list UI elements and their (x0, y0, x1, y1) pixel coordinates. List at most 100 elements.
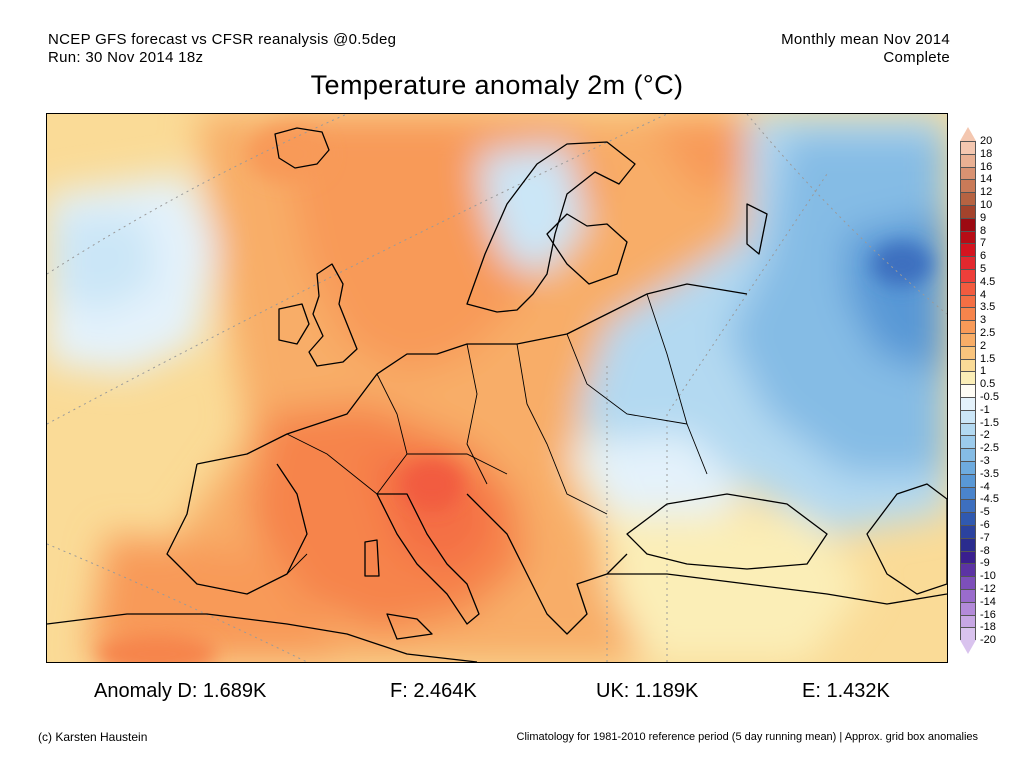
colorbar-label: 1 (980, 365, 987, 378)
colorbar-cell (960, 179, 976, 193)
colorbar-cell (960, 397, 976, 410)
colorbar-cell (960, 320, 976, 333)
colorbar-label: 2 (980, 339, 987, 352)
colorbar-cell (960, 217, 976, 231)
colorbar-label: 4 (980, 288, 987, 301)
colorbar-cell (960, 141, 976, 154)
colorbar-label: -3.5 (980, 467, 999, 480)
colorbar-cell (960, 333, 976, 346)
colorbar-cell (960, 473, 976, 487)
colorbar-label: 16 (980, 160, 993, 173)
colorbar: 20 18 16 14 12 10 9 8 7 6 5 4.5 4 3.5 3 2.5 2 1.5 1 0.5 -0.5… (958, 127, 1024, 655)
period-info: Monthly mean Nov 2014 (781, 31, 950, 48)
colorbar-cells (960, 141, 976, 641)
colorbar-label: -16 (980, 608, 996, 621)
colorbar-cell (960, 294, 976, 308)
colorbar-label: -10 (980, 570, 996, 583)
colorbar-label: 3 (980, 314, 987, 327)
colorbar-cell (960, 486, 976, 500)
colorbar-cell (960, 345, 976, 359)
colorbar-bottom-triangle (960, 640, 976, 655)
colorbar-label: 0.5 (980, 378, 996, 391)
colorbar-cell (960, 601, 976, 615)
colorbar-cell (960, 461, 976, 474)
anomaly-map (46, 113, 948, 663)
colorbar-label: 18 (980, 147, 993, 160)
completeness-info: Complete (883, 49, 950, 66)
colorbar-cell (960, 512, 976, 525)
map-title: Temperature anomaly 2m (°C) (310, 70, 684, 100)
colorbar-label: -7 (980, 531, 990, 544)
colorbar-cell (960, 435, 976, 449)
coastlines (47, 127, 947, 662)
colorbar-cell (960, 422, 976, 436)
colorbar-top-triangle (960, 127, 976, 141)
colorbar-label: 8 (980, 224, 987, 237)
colorbar-cell (960, 307, 976, 321)
colorbar-cell (960, 358, 976, 372)
colorbar-label: -3 (980, 455, 990, 467)
colorbar-label: 2.5 (980, 327, 996, 339)
colorbar-cell (960, 537, 976, 551)
colorbar-label: -1.5 (980, 416, 999, 429)
colorbar-label: -9 (980, 557, 990, 570)
colorbar-label: 9 (980, 211, 987, 224)
colorbar-label: -6 (980, 519, 990, 531)
colorbar-cell (960, 153, 976, 167)
colorbar-cell (960, 576, 976, 589)
colorbar-cell (960, 205, 976, 218)
colorbar-cell (960, 230, 976, 244)
graticule (47, 114, 947, 662)
header-left: NCEP GFS forecast vs CFSR reanalysis @0.… (48, 31, 396, 67)
stat-uk: UK: 1.189K (596, 680, 699, 702)
colorbar-cell (960, 384, 976, 397)
colorbar-cell (960, 525, 976, 538)
colorbar-label: 20 (980, 135, 993, 147)
colorbar-label: -1 (980, 403, 990, 416)
colorbar-label: -8 (980, 544, 990, 557)
colorbar-label: -0.5 (980, 391, 999, 403)
run-info: Run: 30 Nov 2014 18z (48, 49, 204, 66)
colorbar-label: -14 (980, 595, 996, 608)
anomaly-field (47, 114, 947, 662)
colorbar-label: 14 (980, 173, 993, 186)
country-borders (286, 293, 708, 575)
copyright: (c) Karsten Haustein (38, 730, 148, 744)
colorbar-cell (960, 589, 976, 602)
stat-france: F: 2.464K (390, 680, 477, 702)
colorbar-cell (960, 499, 976, 513)
colorbar-label: 5 (980, 263, 987, 275)
colorbar-cell (960, 166, 976, 180)
colorbar-cell (960, 409, 976, 423)
colorbar-cell (960, 614, 976, 628)
anomaly-stats: Anomaly D: 1.689K F: 2.464K UK: 1.189K E… (0, 680, 1024, 706)
colorbar-label: -20 (980, 634, 996, 647)
colorbar-label: -2 (980, 429, 990, 442)
colorbar-label: 6 (980, 250, 987, 263)
colorbar-cell (960, 563, 976, 577)
stat-anomaly-germany: Anomaly D: 1.689K (94, 680, 267, 702)
colorbar-cell (960, 448, 976, 461)
colorbar-cell (960, 256, 976, 269)
colorbar-cell (960, 371, 976, 385)
colorbar-cell (960, 281, 976, 295)
colorbar-label: 10 (980, 199, 993, 211)
model-info: NCEP GFS forecast vs CFSR reanalysis @0.… (48, 31, 397, 48)
colorbar-label: -4 (980, 480, 990, 493)
colorbar-label: -12 (980, 583, 996, 595)
colorbar-label: 7 (980, 237, 987, 250)
colorbar-cell (960, 269, 976, 282)
anomaly-detail (97, 126, 932, 662)
stat-spain: E: 1.432K (802, 680, 890, 702)
colorbar-label: -18 (980, 621, 996, 634)
colorbar-label: 1.5 (980, 352, 996, 365)
climatology-note: Climatology for 1981-2010 reference peri… (516, 731, 978, 743)
colorbar-label: -5 (980, 506, 990, 519)
colorbar-label: 12 (980, 186, 993, 199)
colorbar-cell (960, 243, 976, 257)
map-svg (47, 114, 947, 662)
colorbar-label: 3.5 (980, 301, 996, 314)
colorbar-cell (960, 192, 976, 205)
header-right: Monthly mean Nov 2014 Complete (781, 31, 950, 67)
colorbar-cell (960, 550, 976, 564)
